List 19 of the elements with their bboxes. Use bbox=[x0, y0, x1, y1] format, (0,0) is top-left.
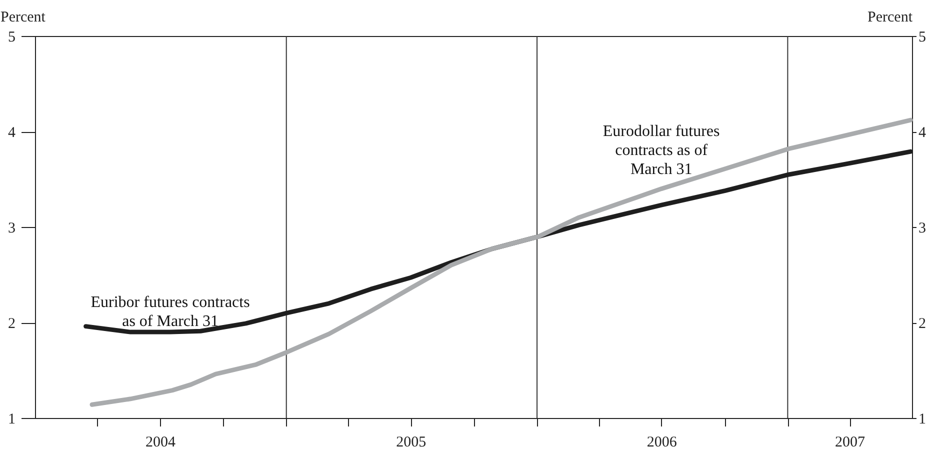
y2-tick-label: 3 bbox=[918, 220, 926, 236]
y2-tick-label: 4 bbox=[918, 125, 926, 141]
series-label: Euribor futures contracts as of March 31 bbox=[90, 294, 250, 330]
y2-tick-label: 5 bbox=[918, 30, 926, 46]
y-tick-label: 1 bbox=[8, 412, 16, 428]
y-axis-title: Percent bbox=[0, 10, 46, 26]
y-tick-label: 3 bbox=[8, 220, 16, 236]
x-tick-label: 2007 bbox=[835, 434, 866, 449]
y-tick-label: 2 bbox=[8, 316, 16, 332]
y2-tick-label: 1 bbox=[918, 412, 926, 428]
x-tick-label: 2005 bbox=[396, 434, 426, 449]
y2-axis-title: Percent bbox=[868, 10, 914, 26]
y-tick-label: 4 bbox=[8, 125, 16, 141]
line-series bbox=[90, 118, 913, 407]
y2-tick-label: 2 bbox=[918, 316, 926, 332]
x-tick-label: 2006 bbox=[646, 434, 678, 449]
x-tick-label: 2004 bbox=[145, 434, 176, 449]
series-label: Eurodollar futures contracts as of March 31 bbox=[602, 122, 720, 178]
y-tick-label: 5 bbox=[8, 30, 16, 46]
